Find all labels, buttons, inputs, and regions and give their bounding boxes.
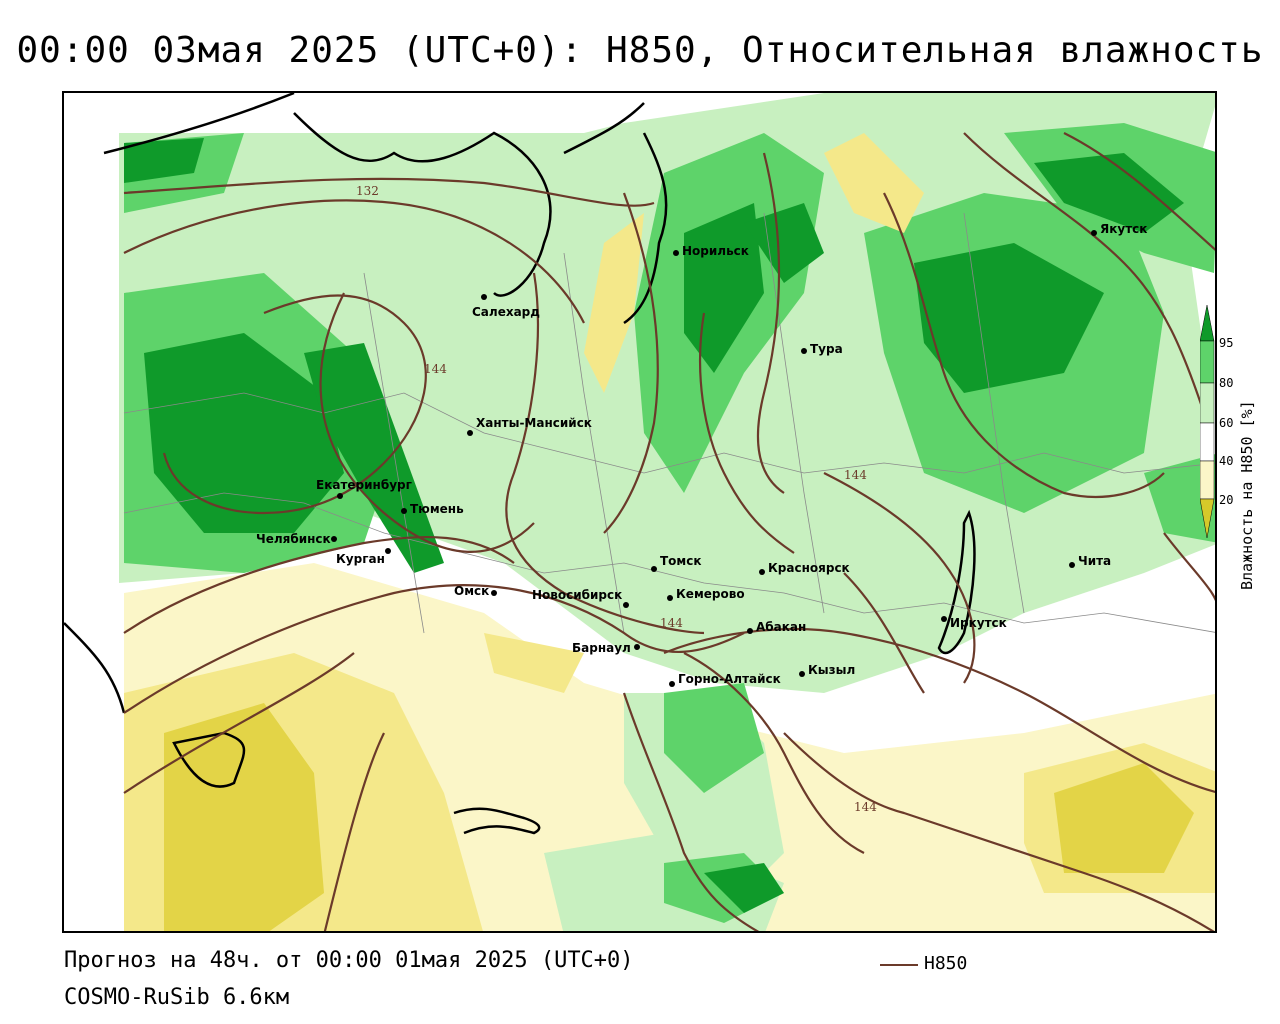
city-label-khanty-mansiysk: Ханты-Мансийск	[476, 416, 592, 430]
city-marker	[941, 616, 947, 622]
colorbar-tick-60: 60	[1219, 416, 1233, 430]
city-label-irkutsk: Иркутск	[950, 616, 1007, 630]
city-marker	[385, 548, 391, 554]
city-label-yakutsk: Якутск	[1100, 222, 1147, 236]
city-label-salekhard: Салехард	[472, 305, 540, 319]
colorbar: 95 80 60 40 20	[1200, 304, 1233, 539]
city-marker	[799, 671, 805, 677]
city-label-novosibirsk: Новосибирск	[532, 588, 622, 602]
city-marker	[669, 681, 675, 687]
city-label-chelyabinsk: Челябинск	[256, 532, 331, 546]
city-marker	[331, 536, 337, 542]
city-marker	[801, 348, 807, 354]
contour-label-144-b: 144	[844, 468, 867, 482]
cities: Якутск Норильск Салехард Тура Ханты-Манс…	[256, 222, 1147, 687]
city-label-tyumen: Тюмень	[410, 502, 464, 516]
city-label-tura: Тура	[810, 342, 843, 356]
colorbar-tick-40: 40	[1219, 454, 1233, 468]
contour-label-144-c: 144	[660, 616, 683, 630]
city-marker	[491, 590, 497, 596]
colorbar-tick-80: 80	[1219, 376, 1233, 390]
weather-map: 132 144 144 144 144 Якутск Норильск Сале…	[62, 91, 1217, 933]
city-marker	[667, 595, 673, 601]
city-marker	[467, 430, 473, 436]
humidity-field: 132 144 144 144 144 Якутск Норильск Сале…	[64, 93, 1215, 931]
city-label-krasnoyarsk: Красноярск	[768, 561, 850, 575]
city-marker	[747, 628, 753, 634]
colorbar-tick-20: 20	[1219, 493, 1233, 507]
city-marker	[651, 566, 657, 572]
city-label-abakan: Абакан	[756, 620, 806, 634]
city-label-omsk: Омск	[454, 584, 489, 598]
city-marker	[1091, 230, 1097, 236]
contour-label-144-a: 144	[424, 362, 447, 376]
city-label-chita: Чита	[1078, 554, 1111, 568]
model-name: COSMO-RuSib 6.6км	[64, 985, 290, 1010]
city-marker	[401, 508, 407, 514]
city-label-tomsk: Томск	[660, 554, 702, 568]
city-marker	[337, 493, 343, 499]
city-label-yekaterinburg: Екатеринбург	[316, 478, 412, 492]
city-label-barnaul: Барнаул	[572, 641, 631, 655]
city-label-gorno-altaysk: Горно-Алтайск	[678, 672, 781, 686]
legend-label: H850	[924, 953, 968, 974]
city-label-kyzyl: Кызыл	[808, 663, 855, 677]
city-marker	[481, 294, 487, 300]
contour-label-132: 132	[356, 184, 379, 198]
city-label-kurgan: Курган	[336, 552, 385, 566]
contour-label-144-d: 144	[854, 800, 877, 814]
map-title: 00:00 03мая 2025 (UTC+0): H850, Относите…	[16, 30, 1264, 71]
city-marker	[759, 569, 765, 575]
city-label-norilsk: Норильск	[682, 244, 749, 258]
city-label-kemerovo: Кемерово	[676, 587, 745, 601]
city-marker	[673, 250, 679, 256]
colorbar-tick-95: 95	[1219, 336, 1233, 350]
city-marker	[634, 644, 640, 650]
colorbar-title: Влажность на H850 [%]	[1238, 400, 1256, 590]
forecast-info: Прогноз на 48ч. от 00:00 01мая 2025 (UTC…	[64, 948, 634, 973]
city-marker	[623, 602, 629, 608]
legend-line-swatch	[880, 964, 918, 966]
city-marker	[1069, 562, 1075, 568]
